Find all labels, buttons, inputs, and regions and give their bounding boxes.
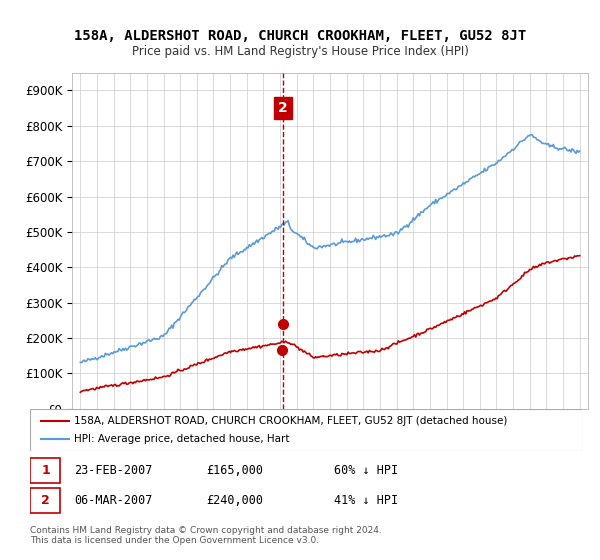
Text: 2: 2 (41, 494, 50, 507)
Text: HPI: Average price, detached house, Hart: HPI: Average price, detached house, Hart (74, 434, 290, 444)
FancyBboxPatch shape (30, 409, 582, 451)
Text: 60% ↓ HPI: 60% ↓ HPI (334, 464, 398, 477)
Text: 41% ↓ HPI: 41% ↓ HPI (334, 494, 398, 507)
Text: 1: 1 (41, 464, 50, 477)
Text: 158A, ALDERSHOT ROAD, CHURCH CROOKHAM, FLEET, GU52 8JT: 158A, ALDERSHOT ROAD, CHURCH CROOKHAM, F… (74, 29, 526, 44)
Text: 2: 2 (278, 101, 288, 115)
FancyBboxPatch shape (30, 488, 61, 513)
Text: This data is licensed under the Open Government Licence v3.0.: This data is licensed under the Open Gov… (30, 536, 319, 545)
Text: 23-FEB-2007: 23-FEB-2007 (74, 464, 152, 477)
Text: Price paid vs. HM Land Registry's House Price Index (HPI): Price paid vs. HM Land Registry's House … (131, 45, 469, 58)
Text: £240,000: £240,000 (206, 494, 263, 507)
Text: 158A, ALDERSHOT ROAD, CHURCH CROOKHAM, FLEET, GU52 8JT (detached house): 158A, ALDERSHOT ROAD, CHURCH CROOKHAM, F… (74, 416, 508, 426)
Text: 06-MAR-2007: 06-MAR-2007 (74, 494, 152, 507)
Text: Contains HM Land Registry data © Crown copyright and database right 2024.: Contains HM Land Registry data © Crown c… (30, 526, 382, 535)
Text: £165,000: £165,000 (206, 464, 263, 477)
FancyBboxPatch shape (30, 458, 61, 483)
